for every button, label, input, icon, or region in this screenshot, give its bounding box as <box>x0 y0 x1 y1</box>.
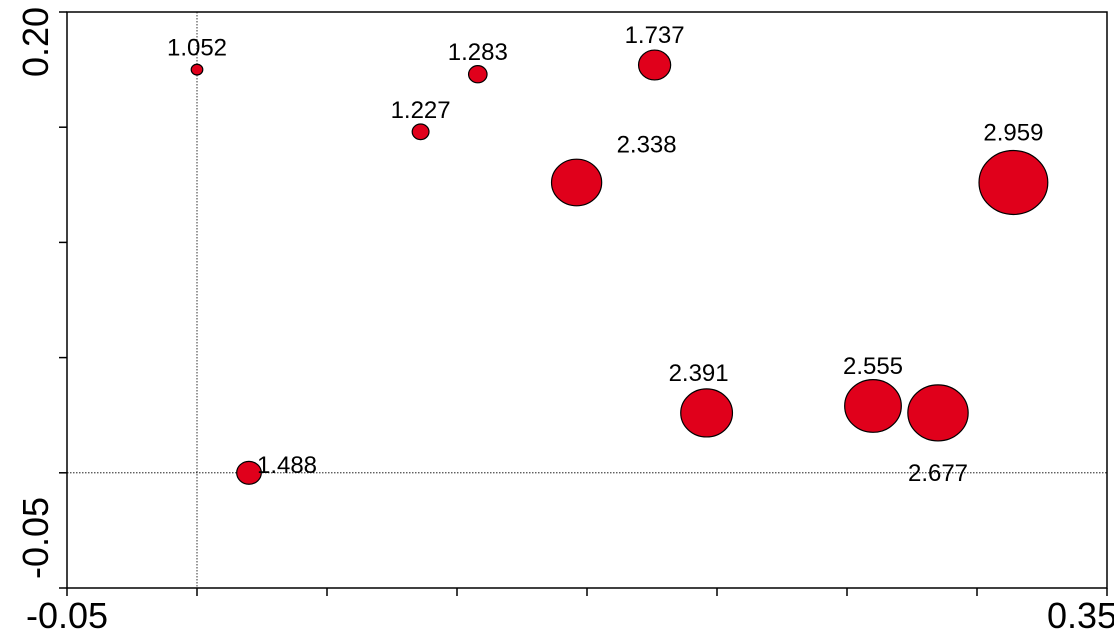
bubble-point <box>978 149 1049 216</box>
bubble-label: 2.338 <box>617 131 677 158</box>
plot-frame <box>66 11 1108 589</box>
bubble-point <box>637 49 672 81</box>
bubble-point <box>411 123 430 141</box>
bubble-labels: 1.052 1.283 1.737 1.227 2.338 2.959 2.391 2.555… <box>167 22 1043 487</box>
bubble-point <box>467 65 488 84</box>
bubble-label: 2.677 <box>908 460 968 487</box>
reference-lines <box>67 12 1107 588</box>
bubble-label: 1.488 <box>257 452 317 479</box>
axes <box>59 11 1108 596</box>
bubble-label: 2.555 <box>843 353 903 380</box>
bubbles <box>190 49 1049 485</box>
bubble-label: 1.227 <box>391 97 451 124</box>
y-tick-label: 0.20 <box>15 7 56 77</box>
bubble-label: 2.959 <box>983 119 1043 146</box>
bubble-point <box>680 388 734 438</box>
bubble-point <box>907 384 969 442</box>
x-tick-label: 0.35 <box>1047 595 1114 636</box>
bubble-point <box>550 158 603 207</box>
bubble-point <box>190 63 204 76</box>
bubble-label: 1.052 <box>167 35 227 62</box>
y-tick-label: -0.05 <box>15 497 56 579</box>
tick-labels: -0.05 0.35 -0.05 0.20 <box>15 7 1114 636</box>
bubble-label: 1.283 <box>448 39 508 66</box>
x-tick-label: -0.05 <box>26 595 108 636</box>
bubble-point <box>236 460 262 485</box>
bubble-label: 1.737 <box>625 22 685 49</box>
bubble-label: 2.391 <box>669 360 729 387</box>
bubble-point <box>844 379 902 433</box>
